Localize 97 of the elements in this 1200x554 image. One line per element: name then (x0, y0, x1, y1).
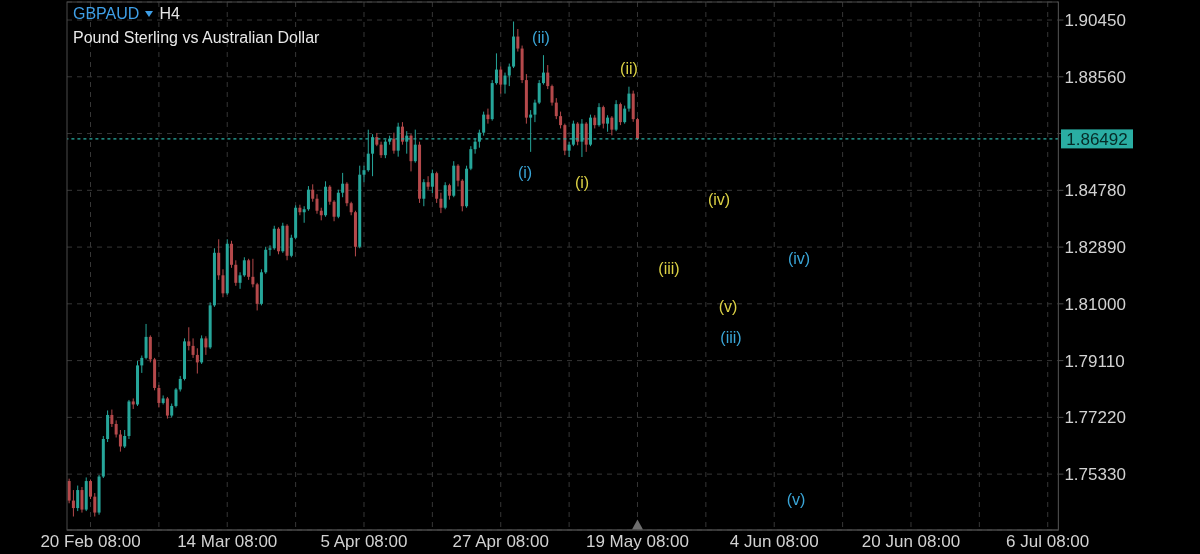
candlestick (255, 282, 259, 311)
y-tick-label: 1.90450 (1064, 10, 1126, 30)
x-tick-label: 6 Jul 08:00 (1006, 531, 1090, 551)
candlestick (67, 478, 71, 504)
text: Pound Sterling vs Australian Dollar (73, 28, 320, 48)
candlestick (422, 178, 426, 207)
candlestick (584, 121, 588, 153)
candlestick (118, 429, 122, 453)
candlestick (264, 246, 268, 275)
candlestick (567, 141, 571, 158)
annotation: (i) (574, 173, 590, 191)
candlestick (332, 199, 336, 222)
x-tick-label: 5 Apr 08:00 (320, 531, 408, 551)
candlestick (341, 172, 345, 198)
candlestick (610, 115, 614, 136)
price-tag: 1.86492 (1061, 129, 1133, 149)
y-tick-label: 1.81000 (1064, 294, 1126, 314)
candlestick (247, 258, 251, 281)
candlestick (93, 492, 97, 517)
x-tick-label: 27 Apr 08:00 (452, 531, 549, 551)
candlestick (456, 163, 460, 187)
candlestick (289, 234, 293, 258)
annotation: (iii) (658, 259, 680, 277)
annotation: H4 (159, 4, 180, 24)
candlestick (144, 323, 148, 360)
x-tick-label: 4 Jun 08:00 (729, 531, 819, 551)
candlestick (482, 111, 486, 137)
candlestick (242, 256, 246, 278)
candlestick (627, 86, 631, 113)
candlestick (430, 169, 434, 194)
y-tick-label: 1.77220 (1064, 407, 1126, 427)
candlestick (443, 181, 447, 210)
candlestick (601, 105, 605, 129)
annotation: (iii) (720, 328, 742, 346)
annotation: (v) (718, 297, 738, 315)
candlestick (499, 66, 503, 95)
candlestick (221, 268, 225, 298)
y-tick-label: 1.84780 (1064, 180, 1126, 200)
candlestick (507, 63, 511, 87)
candlestick (204, 335, 208, 356)
annotation: (ii) (620, 59, 638, 77)
candlestick (174, 387, 178, 408)
candlestick (533, 99, 537, 123)
x-tick-label: 19 May 08:00 (585, 531, 689, 551)
candlestick (277, 226, 281, 255)
candlestick (157, 384, 161, 408)
candlestick (516, 28, 520, 53)
candlestick (191, 337, 195, 359)
x-tick-label: 20 Jun 08:00 (861, 531, 961, 551)
candlestick (195, 347, 199, 375)
candlestick (618, 102, 622, 126)
candlestick (623, 105, 627, 125)
x-tick-label: 14 Mar 08:00 (177, 531, 278, 551)
candlestick (238, 271, 242, 290)
candlestick (71, 489, 75, 517)
y-tick-label: 1.79110 (1064, 351, 1125, 371)
candlestick (306, 185, 310, 212)
candlestick (362, 165, 366, 183)
candlestick (426, 175, 430, 191)
candlestick (76, 485, 80, 512)
candlestick (187, 326, 191, 351)
candlestick (268, 244, 272, 257)
annotation: (v) (786, 490, 806, 508)
candlestick (315, 193, 319, 215)
candlestick (234, 259, 238, 287)
candlestick (110, 409, 114, 428)
candlestick (217, 238, 221, 281)
candlestick (89, 479, 93, 500)
candlestick (230, 240, 234, 269)
candlestick (503, 72, 507, 95)
annotation: (iv) (707, 190, 731, 208)
y-tick-label: 1.82890 (1064, 237, 1126, 257)
annotation: (ii) (532, 28, 550, 45)
candlestick (80, 486, 84, 514)
candlestick (546, 64, 550, 90)
chart-title: GBPAUD (73, 4, 140, 24)
candlestick (541, 54, 545, 86)
candlestick (345, 181, 349, 207)
y-tick-label: 1.88560 (1064, 67, 1126, 87)
candlestick (554, 97, 558, 120)
candlestick (272, 225, 276, 251)
candlestick (537, 79, 541, 105)
candlestick (439, 192, 443, 214)
annotation: (i) (517, 163, 533, 181)
x-tick-label: 20 Feb 08:00 (40, 531, 141, 551)
candlestick (392, 132, 396, 155)
candlestick (597, 102, 601, 128)
candlestick (148, 334, 152, 363)
candlestick (123, 429, 127, 449)
candlestick (469, 145, 473, 171)
candlestick (251, 258, 255, 288)
candlestick (165, 396, 169, 420)
candlestick (328, 184, 332, 206)
annotation: (iv) (787, 249, 811, 267)
candlestick (494, 52, 498, 86)
y-tick-label: 1.75330 (1064, 464, 1126, 484)
candlestick (550, 84, 554, 107)
